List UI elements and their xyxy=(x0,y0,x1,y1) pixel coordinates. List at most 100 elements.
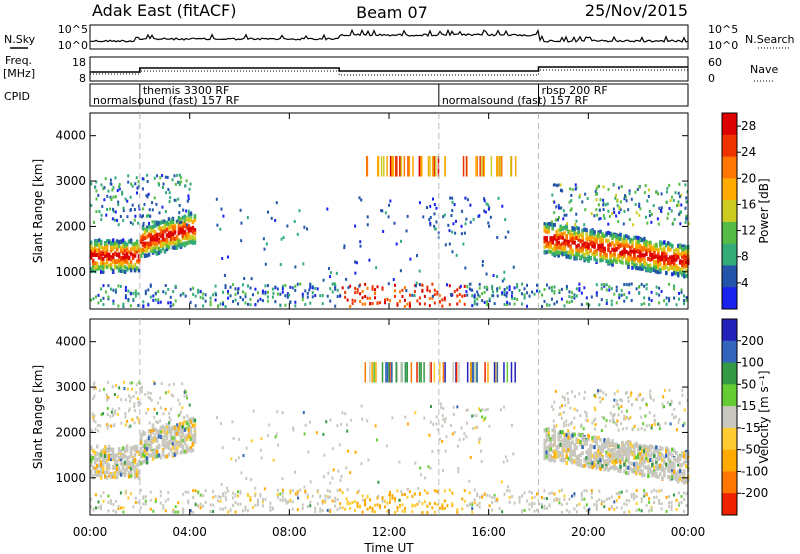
heatmap-cell xyxy=(624,194,627,198)
heatmap-cell xyxy=(478,286,481,290)
heatmap-cell xyxy=(301,294,304,298)
heatmap-cell xyxy=(105,253,109,258)
heatmap-cell xyxy=(665,254,668,259)
heatmap-cell xyxy=(125,247,129,252)
heatmap-cell xyxy=(492,273,495,277)
heatmap-cell xyxy=(165,430,169,435)
heatmap-cell xyxy=(169,239,173,244)
heatmap-cell xyxy=(644,184,647,188)
heatmap-cell xyxy=(665,242,668,247)
heatmap-cell xyxy=(436,503,439,507)
heatmap-cell xyxy=(606,202,609,206)
heatmap-cell xyxy=(654,418,657,422)
heatmap-cell xyxy=(214,494,217,498)
heatmap-cell xyxy=(484,210,487,214)
heatmap-cell xyxy=(531,290,534,294)
heatmap-cell xyxy=(551,251,554,256)
heatmap-cell xyxy=(565,461,568,466)
heatmap-cell xyxy=(605,466,608,471)
heatmap-streak xyxy=(431,156,434,177)
heatmap-cell xyxy=(398,299,401,303)
heatmap-cell xyxy=(513,297,516,301)
heatmap-cell xyxy=(553,492,556,496)
heatmap-cell xyxy=(261,291,264,295)
heatmap-cell xyxy=(309,480,312,484)
heatmap-cell xyxy=(685,454,688,459)
heatmap-cell xyxy=(565,236,568,241)
heatmap-cell xyxy=(129,221,132,225)
heatmap-cell xyxy=(398,498,401,502)
heatmap-cell xyxy=(563,213,566,217)
heatmap-cell xyxy=(129,292,132,296)
heatmap-cell xyxy=(280,237,283,241)
heatmap-cell xyxy=(263,247,266,251)
heatmap-cell xyxy=(193,427,197,432)
heatmap-cell xyxy=(675,475,678,480)
heatmap-cell xyxy=(645,424,648,428)
heatmap-cell xyxy=(639,453,642,458)
heatmap-cell xyxy=(545,241,548,246)
heatmap-cell xyxy=(161,205,164,209)
heatmap-cell xyxy=(627,454,630,459)
heatmap-cell xyxy=(264,284,267,288)
heatmap-cell xyxy=(214,298,217,302)
heatmap-cell xyxy=(245,446,248,450)
heatmap-cell xyxy=(553,251,556,256)
heatmap-cell xyxy=(172,382,175,386)
noise-sky-trace xyxy=(90,28,689,43)
heatmap-cell xyxy=(94,185,97,189)
heatmap-cell xyxy=(663,240,666,245)
heatmap-cell xyxy=(101,458,105,463)
heatmap-cell xyxy=(306,295,309,299)
heatmap-cell xyxy=(565,502,568,506)
heatmap-cell xyxy=(174,505,177,509)
heatmap-cell xyxy=(649,246,652,251)
heatmap-cell xyxy=(660,206,663,210)
heatmap-cell xyxy=(153,382,156,386)
heatmap-cell xyxy=(189,239,193,244)
heatmap-cell xyxy=(237,494,240,498)
heatmap-cell xyxy=(130,182,133,186)
heatmap-cell xyxy=(189,211,193,216)
heatmap-cell xyxy=(403,286,406,290)
heatmap-cell xyxy=(579,232,582,237)
heatmap-cell xyxy=(145,225,149,230)
heatmap-cell xyxy=(547,427,550,432)
heatmap-cell xyxy=(344,412,347,416)
heatmap-cell xyxy=(193,418,197,423)
heatmap-cell xyxy=(625,249,628,254)
heatmap-cell xyxy=(107,444,111,449)
heatmap-cell xyxy=(123,248,127,253)
heatmap-cell xyxy=(553,498,556,502)
heatmap-cell xyxy=(396,509,399,513)
heatmap-cell xyxy=(100,213,103,217)
heatmap-streak xyxy=(496,362,499,383)
heatmap-cell xyxy=(118,185,121,189)
heatmap-cell xyxy=(188,187,191,191)
heatmap-cell xyxy=(554,183,557,187)
heatmap-cell xyxy=(685,263,688,268)
heatmap-cell xyxy=(147,407,150,411)
heatmap-cell xyxy=(605,439,608,444)
heatmap-cell xyxy=(151,224,155,229)
heatmap-cell xyxy=(167,222,171,227)
heatmap-cell xyxy=(124,294,127,298)
heatmap-cell xyxy=(682,424,685,428)
heatmap-cell xyxy=(185,179,188,183)
heatmap-cell xyxy=(113,463,117,468)
heatmap-cell xyxy=(111,242,115,247)
heatmap-cell xyxy=(321,508,324,512)
heatmap-cell xyxy=(291,286,294,290)
heatmap-cell xyxy=(165,244,169,249)
heatmap-cell xyxy=(581,249,584,254)
heatmap-cell xyxy=(133,452,137,457)
heatmap-cell xyxy=(570,295,573,299)
heatmap-cell xyxy=(359,240,362,244)
heatmap-cell xyxy=(159,220,163,225)
heatmap-cell xyxy=(565,224,568,229)
heatmap-cell xyxy=(286,500,289,504)
heatmap-cell xyxy=(179,438,183,443)
heatmap-cell xyxy=(625,234,628,239)
heatmap-cell xyxy=(610,299,613,303)
heatmap-cell xyxy=(147,438,151,443)
